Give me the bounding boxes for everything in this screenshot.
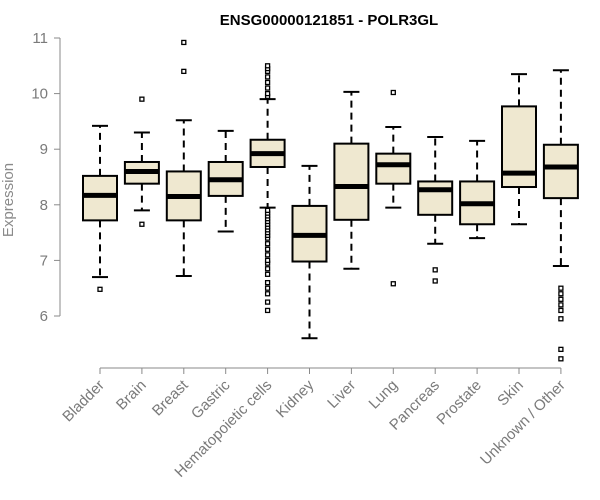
- outlier-point: [264, 90, 271, 97]
- box-breast: [165, 39, 202, 277]
- outlier-point: [264, 241, 271, 247]
- x-tick-label: Breast: [149, 376, 192, 419]
- outlier-point: [264, 266, 271, 272]
- x-tick-label: Kidney: [273, 376, 318, 421]
- outlier-point: [558, 356, 564, 362]
- outlier-point: [558, 291, 564, 297]
- x-tick-label: Skin: [494, 377, 527, 410]
- chart-title: ENSG00000121851 - POLR3GL: [220, 12, 438, 29]
- outlier-point: [139, 221, 145, 227]
- outlier-point: [181, 68, 187, 75]
- outlier-point: [558, 302, 564, 308]
- outlier-point: [558, 346, 564, 353]
- box-prostate: [459, 139, 496, 240]
- outlier-point: [558, 316, 564, 322]
- box-iqr: [333, 142, 370, 221]
- outlier-point: [139, 96, 145, 102]
- outlier-point: [97, 286, 103, 292]
- box-liver: [333, 90, 370, 270]
- box-brain: [123, 96, 160, 227]
- outlier-point: [558, 296, 564, 302]
- box-unknown-other: [542, 69, 579, 362]
- outlier-point: [264, 207, 271, 214]
- box-skin: [501, 73, 537, 226]
- y-tick-label: 10: [31, 86, 48, 103]
- box-gastric: [207, 129, 244, 233]
- outlier-point: [390, 89, 396, 96]
- outlier-point: [264, 299, 271, 305]
- outlier-point: [558, 285, 564, 291]
- x-tick-label: Prostate: [433, 377, 485, 429]
- outlier-point: [264, 291, 271, 297]
- y-tick-label: 11: [32, 30, 48, 47]
- y-axis: 6 7 8 9 10 11: [31, 30, 61, 325]
- outlier-point: [264, 63, 271, 69]
- outlier-point: [264, 85, 271, 91]
- outlier-point: [432, 267, 438, 273]
- outlier-point: [264, 74, 271, 80]
- y-tick-label: 8: [40, 197, 48, 214]
- outlier-point: [390, 281, 396, 287]
- y-tick-label: 6: [40, 308, 48, 325]
- outlier-point: [432, 278, 438, 284]
- outlier-point: [264, 252, 271, 258]
- y-tick-label: 7: [40, 252, 48, 269]
- box-kidney: [291, 164, 328, 340]
- outlier-point: [264, 257, 271, 264]
- box-iqr: [417, 180, 454, 216]
- x-tick-label: Liver: [324, 377, 359, 412]
- outlier-point: [264, 79, 271, 86]
- outlier-point: [264, 246, 271, 252]
- box-lung: [375, 89, 412, 287]
- outlier-point: [264, 279, 271, 286]
- x-tick-label: Bladder: [59, 377, 108, 426]
- outlier-point: [264, 285, 271, 291]
- box-bladder: [82, 124, 118, 292]
- x-tick-label: Brain: [113, 377, 150, 414]
- box-hematopoietic-cells: [249, 63, 286, 314]
- outlier-point: [181, 39, 187, 46]
- box-iqr: [375, 152, 412, 185]
- box-pancreas: [417, 135, 454, 284]
- box-series: [82, 39, 579, 362]
- box-iqr: [542, 143, 579, 200]
- outlier-point: [264, 307, 271, 314]
- outlier-point: [264, 271, 271, 277]
- y-tick-label: 9: [40, 141, 48, 158]
- box-iqr: [82, 174, 118, 222]
- x-tick-label: Lung: [366, 377, 402, 413]
- outlier-point: [558, 307, 564, 314]
- y-axis-label: Expression: [0, 163, 17, 237]
